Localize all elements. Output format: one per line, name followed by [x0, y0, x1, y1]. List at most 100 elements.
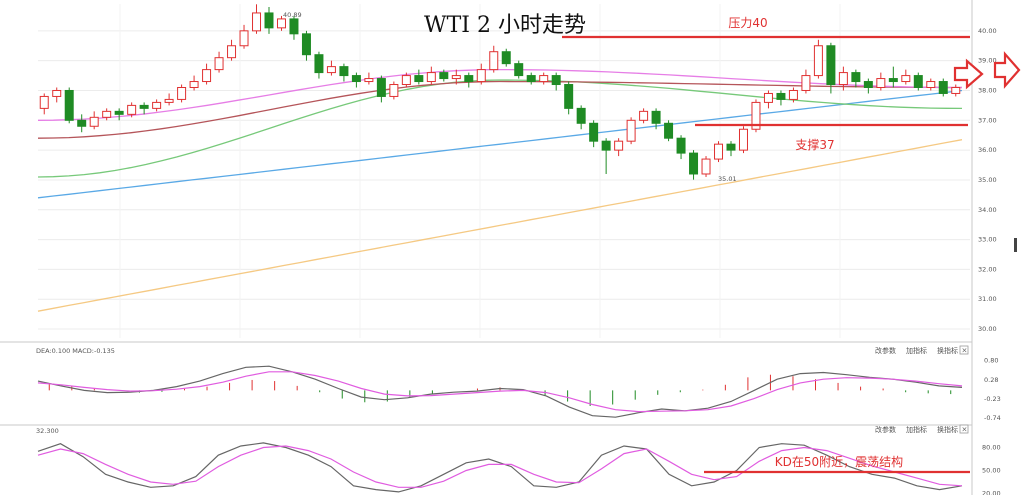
candle [564, 81, 574, 115]
candle [376, 75, 386, 103]
candle [314, 51, 324, 79]
candle [501, 48, 511, 67]
kd-tick-label: 50.00 [982, 466, 1001, 474]
price-panel-frame [0, 0, 973, 495]
price-tick-label: 37.00 [978, 116, 997, 124]
candle [202, 63, 212, 85]
kd-tick-label: 20.00 [982, 489, 1001, 495]
candle [77, 114, 87, 133]
toolbar-button[interactable]: 换指标 [937, 425, 958, 434]
candle [489, 45, 499, 73]
price-tick-label: 30.00 [978, 325, 997, 333]
candle [664, 120, 674, 142]
macd-dea-line [37, 371, 963, 413]
candle [401, 72, 411, 88]
candle [639, 108, 649, 124]
grid [38, 4, 970, 338]
candle [351, 72, 361, 88]
macd-tick-label: 0.28 [984, 376, 998, 384]
candle [252, 4, 262, 34]
candle [601, 138, 611, 174]
candle [339, 63, 349, 82]
candle [763, 90, 773, 109]
candle [938, 78, 948, 97]
price-tick-label: 34.00 [978, 206, 997, 214]
price-tick-label: 32.00 [978, 265, 997, 273]
macd-tick-label: -0.23 [984, 395, 1001, 403]
candle [876, 72, 886, 91]
kd-plot [37, 442, 963, 493]
toolbar-button[interactable]: 加指标 [906, 425, 927, 434]
price-tick-label: 40.00 [978, 27, 997, 35]
arrow-right-icon [953, 51, 1021, 90]
candle [39, 93, 49, 115]
candle [614, 138, 624, 157]
candle [164, 93, 174, 106]
candle [426, 66, 436, 85]
kd-panel: 32.300 80.00 50.00 20.00 KD在50附近，震荡结构 改参数 加… [36, 424, 1001, 495]
kd-label: 32.300 [36, 427, 59, 435]
close-icon-glyph[interactable]: × [962, 347, 968, 355]
candle [264, 6, 274, 34]
kd-d-line [37, 445, 963, 488]
toolbar-button[interactable]: 加指标 [906, 346, 927, 355]
candlesticks [39, 4, 961, 180]
candle [801, 69, 811, 94]
candle [626, 117, 636, 145]
candle [439, 69, 449, 82]
close-icon[interactable] [959, 424, 969, 434]
candle [64, 87, 74, 124]
candle [476, 63, 486, 85]
candle [276, 15, 286, 31]
macd-dif-line [37, 365, 963, 418]
candle [139, 102, 149, 115]
macd-label: DEA:0.100 MACD:-0.135 [36, 347, 115, 355]
candle [913, 72, 923, 91]
toolbar-button[interactable]: 改参数 [875, 425, 896, 434]
candle [863, 78, 873, 94]
candle [926, 78, 936, 91]
kd-axis-ticks: 80.00 50.00 20.00 [982, 443, 1001, 495]
candle [751, 99, 761, 133]
toolbar-button[interactable]: 改参数 [875, 346, 896, 355]
price-tick-label: 31.00 [978, 295, 997, 303]
candle [102, 108, 112, 121]
candle [813, 39, 823, 79]
ma_green-line [37, 79, 963, 178]
candle [826, 42, 836, 94]
candle [576, 105, 586, 130]
candle [464, 72, 474, 88]
moving-averages [37, 68, 963, 312]
price-tick-label: 33.00 [978, 236, 997, 244]
candle [701, 156, 711, 177]
resistance-label: 压力40 [728, 16, 767, 30]
candle [526, 72, 536, 85]
candle [239, 24, 249, 49]
macd-toolbar[interactable]: 改参数 加指标 换指标 × [875, 345, 969, 355]
macd-plot [37, 365, 963, 418]
candle [788, 87, 798, 103]
toolbar-button[interactable]: 换指标 [937, 346, 958, 355]
scroll-indicator[interactable] [1014, 238, 1017, 252]
price-axis-ticks: 40.00 39.00 38.00 37.00 36.00 35.00 34.00 33.00… [978, 27, 997, 333]
candle [514, 60, 524, 79]
candle [901, 69, 911, 85]
candle [301, 30, 311, 61]
candle [589, 120, 599, 148]
macd-axis-ticks: 0.80 0.28 -0.23 -0.74 [984, 357, 1001, 422]
macd-panel: DEA:0.100 MACD:-0.135 0.80 0.28 -0.23 -0.74… [36, 345, 1001, 422]
close-icon[interactable] [959, 345, 969, 355]
candle [776, 90, 786, 106]
candle [714, 141, 724, 163]
kd-k-line [37, 442, 963, 493]
candle [214, 51, 224, 73]
price-tick-label: 38.00 [978, 86, 997, 94]
kd-toolbar[interactable]: 改参数 加指标 换指标 × [875, 424, 969, 434]
candle [389, 81, 399, 100]
candle [888, 66, 898, 88]
candle [676, 135, 686, 160]
close-icon-glyph[interactable]: × [962, 426, 968, 434]
candle [127, 102, 137, 118]
candle [227, 39, 237, 61]
